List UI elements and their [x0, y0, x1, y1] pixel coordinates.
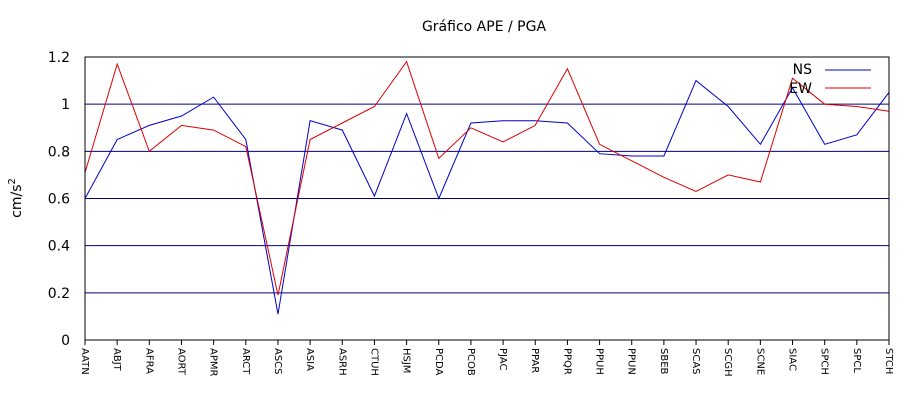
legend-label-ns: NS	[793, 62, 812, 78]
x-tick-label: SCAS	[690, 348, 701, 375]
x-tick-label: HSJM	[401, 348, 412, 373]
y-tick-label: 0.4	[48, 239, 70, 255]
x-axis-ticks: AATN ABJT AFRA AORT APMR ARCT ASCS ASIA ASRH CTUH…	[79, 340, 894, 377]
x-tick-label: ABJT	[111, 348, 122, 372]
y-axis-ticks: 0 0.2 0.4 0.6 0.8 1 1.2	[48, 50, 70, 349]
y-tick-label: 0.2	[48, 286, 70, 302]
grid-lines	[85, 103, 889, 294]
series-lines	[84, 60, 890, 315]
x-tick-label: CTUH	[368, 348, 379, 376]
y-axis-label-text: cm/s	[9, 185, 25, 218]
y-tick-label: 0.6	[48, 192, 70, 208]
x-tick-label: PCDA	[433, 348, 444, 376]
x-tick-label: PPAR	[529, 348, 540, 373]
y-tick-label: 0	[61, 333, 70, 349]
legend: NS EW	[789, 62, 871, 97]
y-tick-label: 1.2	[48, 50, 70, 66]
x-tick-label: PCOB	[465, 348, 476, 376]
legend-label-ew: EW	[789, 81, 812, 97]
chart-title: Gráfico APE / PGA	[422, 19, 546, 35]
x-tick-label: ASIA	[304, 348, 315, 371]
plot-frame	[84, 56, 890, 341]
x-tick-label: ARCT	[240, 348, 251, 375]
x-tick-label: AATN	[79, 348, 90, 375]
y-tick-label: 0.8	[48, 144, 70, 160]
x-tick-label: SPCH	[819, 348, 830, 375]
y-axis-label: cm/s2	[7, 178, 25, 218]
x-tick-label: APMR	[208, 348, 219, 376]
x-tick-label: PPUH	[594, 348, 605, 375]
x-tick-label: PPQR	[561, 348, 572, 375]
x-tick-label: AORT	[175, 348, 186, 376]
x-tick-label: PJAC	[497, 348, 508, 370]
x-tick-label: SCNE	[754, 348, 765, 375]
series-line-ew	[84, 60, 890, 296]
x-tick-label: SPCL	[851, 348, 862, 373]
x-tick-label: PPUN	[626, 348, 637, 375]
x-tick-label: ASRH	[336, 348, 347, 376]
y-axis-label-superscript: 2	[7, 178, 18, 184]
y-tick-label: 1	[61, 97, 70, 113]
x-tick-label: SIAC	[787, 348, 798, 371]
x-tick-label: SCGH	[722, 348, 733, 377]
x-tick-label: AFRA	[143, 348, 154, 374]
series-line-ns	[84, 79, 890, 315]
x-tick-label: STCH	[883, 348, 894, 374]
x-tick-label: ASCS	[272, 348, 283, 375]
x-tick-label: SBEB	[658, 348, 669, 375]
